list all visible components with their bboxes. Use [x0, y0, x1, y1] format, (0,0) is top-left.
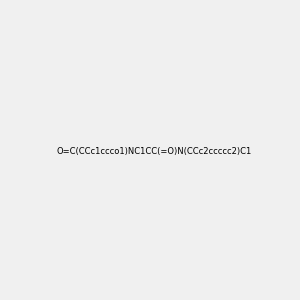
- Text: O=C(CCc1ccco1)NC1CC(=O)N(CCc2ccccc2)C1: O=C(CCc1ccco1)NC1CC(=O)N(CCc2ccccc2)C1: [56, 147, 251, 156]
